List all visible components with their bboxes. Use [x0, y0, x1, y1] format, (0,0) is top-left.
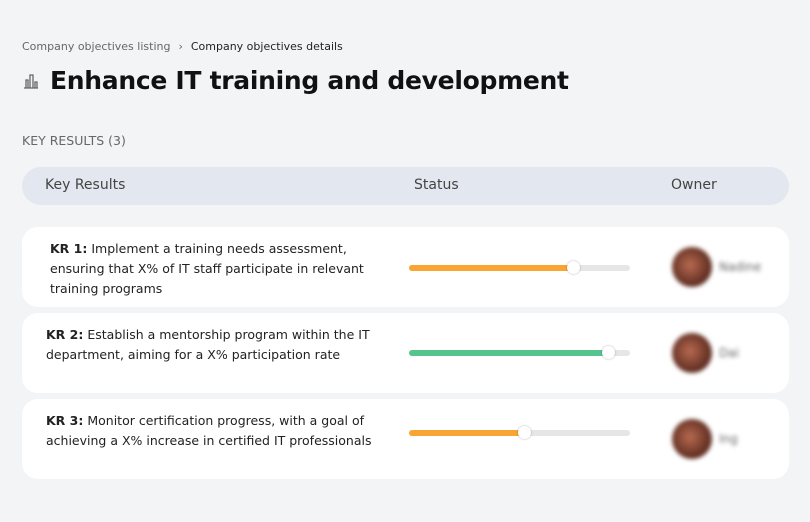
section-label: KEY RESULTS (3) [22, 133, 126, 148]
page-title: Enhance IT training and development [50, 66, 569, 95]
breadcrumb: Company objectives listing › Company obj… [22, 40, 343, 53]
progress-knob[interactable] [601, 346, 615, 359]
breadcrumb-parent-link[interactable]: Company objectives listing [22, 40, 171, 53]
progress-bar [409, 261, 630, 274]
avatar [672, 419, 712, 459]
kr-description: KR 1: Implement a training needs assessm… [50, 241, 364, 296]
kr-description: KR 2: Establish a mentorship program wit… [46, 327, 370, 362]
breadcrumb-separator: › [178, 40, 183, 53]
building-chart-icon [24, 73, 38, 89]
progress-knob[interactable] [566, 261, 580, 274]
breadcrumb-current: Company objectives details [190, 40, 343, 53]
progress-bar [409, 346, 630, 359]
header-status: Status [414, 177, 459, 193]
header-owner: Owner [671, 177, 717, 193]
progress-bar [409, 426, 630, 439]
owner-name: Dai [719, 346, 739, 360]
table-header: Key Results Status Owner [22, 167, 789, 205]
page-header: Enhance IT training and development [22, 66, 569, 95]
table-row[interactable]: KR 2: Establish a mentorship program wit… [22, 313, 789, 393]
table-row[interactable]: KR 3: Monitor certification progress, wi… [22, 399, 789, 479]
avatar [672, 333, 712, 373]
owner-name: Ing [719, 432, 738, 446]
header-key-results: Key Results [45, 177, 126, 193]
progress-knob[interactable] [517, 426, 531, 439]
avatar [672, 247, 712, 287]
owner-name: Nadine [719, 260, 762, 274]
table-row[interactable]: KR 1: Implement a training needs assessm… [22, 227, 789, 307]
kr-description: KR 3: Monitor certification progress, wi… [46, 413, 372, 448]
